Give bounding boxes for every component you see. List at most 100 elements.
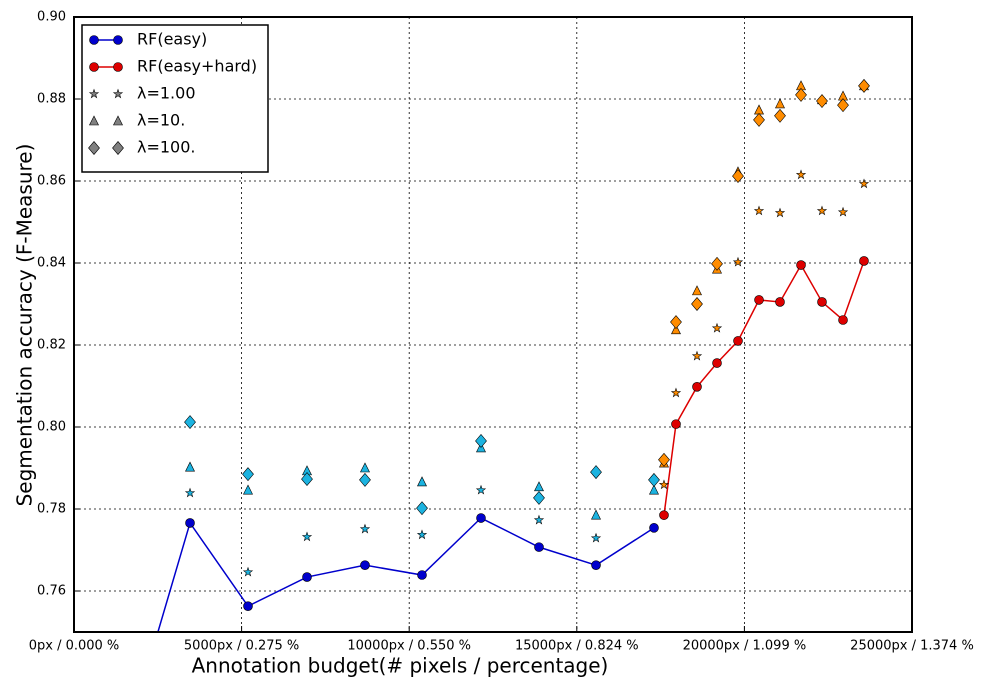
x-tick-label: 20000px / 1.099 % [683,639,807,654]
point [416,501,428,516]
x-axis-label: Annotation budget(# pixels / percentage) [192,654,609,678]
point [112,88,124,99]
point [795,169,807,180]
point [359,472,371,487]
point [591,509,601,520]
point [837,206,849,217]
legend: RF(easy) RF(easy+hard) λ=1.00 λ=10. λ=100. [81,24,269,173]
point [590,465,602,480]
point [649,484,659,495]
point [659,510,669,520]
point [817,297,827,307]
point [753,112,765,127]
y-axis-label: Segmentation accuracy (F-Measure) [13,144,37,507]
point [795,87,807,102]
point [113,115,123,126]
legend-label: λ=10. [137,111,185,130]
legend-label: RF(easy) [137,30,207,49]
x-tick-label: 0px / 0.000 % [29,639,120,654]
point [658,452,670,467]
point [691,350,703,361]
point [671,419,681,429]
point [89,62,99,72]
point [816,205,828,216]
point [859,256,869,266]
point [753,205,765,216]
point [184,487,196,498]
point [711,322,723,333]
point [360,560,370,570]
data-area [157,78,870,632]
point [858,178,870,189]
point [242,467,254,482]
x-tick-label: 15000px / 0.824 % [515,639,639,654]
point [302,572,312,582]
point [89,115,99,126]
point [184,415,196,430]
point [732,256,744,267]
point [113,35,123,45]
point [301,472,313,487]
point [711,256,723,271]
point [185,461,195,472]
y-tick-label: 0.76 [37,584,66,599]
point [590,532,602,543]
x-tick-label: 10000px / 0.550 % [347,639,471,654]
y-tick-label: 0.88 [37,92,66,107]
x-tick-label: 5000px / 0.275 % [184,639,299,654]
point [712,358,722,368]
point [671,324,681,335]
point [475,433,487,448]
y-tick-label: 0.84 [37,256,66,271]
x-tick-label: 25000px / 1.374 % [850,639,974,654]
point [732,169,744,184]
point [775,297,785,307]
point [476,513,486,523]
y-tick-label: 0.90 [37,10,66,25]
point [88,141,100,155]
point [533,514,545,525]
point [359,523,371,534]
point [691,297,703,311]
point [113,62,123,72]
point [89,35,99,45]
point [88,88,100,99]
point [733,336,743,346]
point [838,315,848,325]
point [533,490,545,505]
plot-frame [73,16,913,633]
legend-label: RF(easy+hard) [137,57,257,76]
point [185,518,195,528]
point [416,529,428,540]
point [775,98,785,109]
y-tick-label: 0.80 [37,420,66,435]
point [534,542,544,552]
point [837,98,849,113]
point [417,476,427,487]
point [692,285,702,296]
point [670,387,682,398]
point [475,484,487,495]
point [417,570,427,580]
point [774,207,786,218]
point [301,531,313,542]
legend-label: λ=1.00 [137,84,196,103]
point [360,462,370,473]
y-tick-label: 0.86 [37,174,66,189]
legend-label: λ=100. [137,138,196,157]
point [692,382,702,392]
point [648,472,660,487]
point [243,601,253,611]
point [112,141,124,155]
point [243,484,253,495]
point [796,260,806,270]
point [858,78,870,93]
point [591,560,601,570]
point [242,566,254,577]
point [534,481,544,492]
point [658,479,670,490]
y-tick-label: 0.82 [37,338,66,353]
point [816,94,828,109]
y-tick-label: 0.78 [37,502,66,517]
